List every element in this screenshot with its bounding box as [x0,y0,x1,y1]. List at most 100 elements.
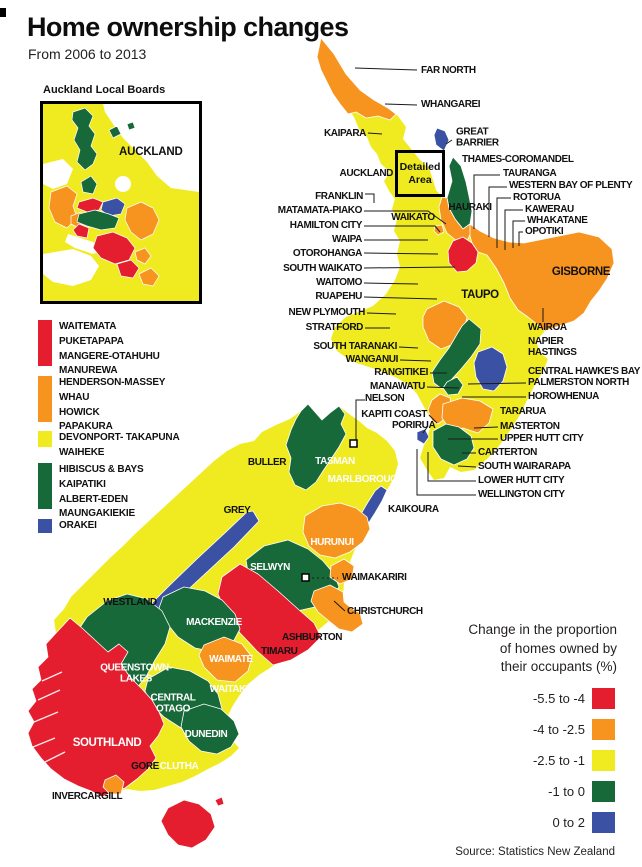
board-item-label: MAUNGAKIEKIE [59,508,135,520]
map-region-label: MANAWATU [370,380,425,392]
map-region-label: STRATFORD [305,321,364,333]
leader-lines [312,67,544,612]
inset-title: Auckland Local Boards [43,84,166,96]
map-region-label: QUEENSTOWN- LAKES [100,662,172,684]
change-legend-label: 0 to 2 [552,815,585,830]
board-items: WAITEMATA PUKETAPAPA MANGERE-OTAHUHU MANURE… [59,320,160,379]
map-region-label: CLUTHA [159,760,199,772]
map-region-label: RANGITIKEI [374,366,428,378]
map-region-label: RUAPEHU [315,290,362,302]
map-region-label: AUCKLAND [339,167,394,179]
map-region-label: KAPITI COAST [361,408,427,420]
map-region-label: HAMILTON CITY [289,219,363,231]
map-region-label: TAURANGA [503,167,557,179]
change-legend-swatch [592,750,615,771]
map-region-label: THAMES-COROMANDEL [462,153,574,165]
change-legend-title: Change in the proportion of homes owned … [468,622,617,674]
map-region-label: NELSON [365,392,405,404]
board-item-label: PUKETAPAPA [59,335,124,347]
board-item-label: ALBERT-EDEN [59,493,128,505]
page-title: Home ownership changes [27,12,349,42]
board-items: HIBISCUS & BAYS KAIPATIKI ALBERT-EDEN MAUNG… [59,463,144,522]
board-color-swatch [38,376,52,422]
change-legend-label: -2.5 to -1 [532,753,585,768]
detailed-area-box: Detailed Area [395,150,445,197]
waimakariri-city-marker [301,573,310,582]
change-legend-label: -5.5 to -4 [532,691,585,706]
map-region-label: MATAMATA-PIAKO [277,204,363,216]
board-item-label: HOWICK [59,406,100,418]
map-region-label: HURUNUI [310,536,354,548]
map-region-label: HOROWHENUA [528,390,599,402]
map-region-label: GREAT BARRIER [456,126,499,148]
map-region-label: TIMARU [261,645,298,657]
change-legend-row: 0 to 2 [552,812,615,833]
page-subtitle: From 2006 to 2013 [28,46,147,62]
auckland-inset-map [43,104,199,301]
map-region-label: WESTERN BAY OF PLENTY [509,179,633,191]
change-legend-swatch [592,719,615,740]
board-items: DEVONPORT- TAKAPUNA WAIHEKE [59,431,180,461]
map-region-label: TASMAN [315,455,355,467]
map-region-label: TARARUA [500,405,546,417]
board-color-swatch [38,320,52,366]
map-region-label: PORIRUA [392,419,436,431]
map-region-label: INVERCARGILL [52,790,123,802]
map-region-label: MARLBOROUGH [327,473,405,485]
corner-mark [0,8,6,17]
map-region-label: SOUTH TARANAKI [313,340,397,352]
map-region-label: NAPIER [528,335,564,347]
inset-auckland-label: AUCKLAND [119,146,183,158]
board-group: ORAKEI [38,519,97,534]
board-item-label: DEVONPORT- TAKAPUNA [59,432,180,443]
map-region-label: DUNEDIN [184,728,228,740]
map-region-label: MASTERTON [500,420,560,432]
map-region-label: WAIMATE [209,653,253,665]
map-region-label: CENTRAL HAWKE'S BAY [528,365,641,377]
map-region-label: SOUTH WAIKATO [283,262,362,274]
map-region-label: WAITOMO [316,276,362,288]
board-item-label: ORAKEI [59,520,97,531]
map-region-label: UPPER HUTT CITY [500,432,584,444]
map-region-label: WAIMAKARIRI [342,571,407,583]
board-item-label: PAPAKURA [59,421,113,433]
map-region-label: WHAKATANE [527,214,588,226]
map-region-label: GORE [131,760,159,772]
board-item-label: WHAU [59,391,90,403]
board-item-label: WAIHEKE [59,446,105,458]
map-region-label: CENTRAL OTAGO [150,692,196,714]
region-overlays [27,37,615,849]
change-legend-label: -4 to -2.5 [532,722,585,737]
map-region-label: GREY [223,504,251,516]
map-region-label: HASTINGS [528,346,577,358]
change-legend-row: -4 to -2.5 [533,719,615,740]
map-region-label: OPOTIKI [525,225,564,237]
map-region-label: FRANKLIN [315,190,363,202]
map-region-label: FAR NORTH [421,64,476,76]
change-legend-row: -5.5 to -4 [533,688,615,709]
change-legend-swatch [592,688,615,709]
change-legend-row: -2.5 to -1 [533,750,615,771]
map-region-label: KAIPARA [323,127,366,139]
map-region-label: OTOROHANGA [292,247,363,259]
map-region-label: TAUPO [461,288,499,301]
auckland-inset-box: AUCKLAND [40,101,202,304]
map-region-label: BULLER [247,456,287,468]
map-region-label: NEW PLYMOUTH [288,306,366,318]
map-region-label: WAIKATO [391,211,435,223]
board-item-label: HENDERSON-MASSEY [59,377,166,388]
source-credit: Source: Statistics New Zealand [455,846,615,858]
board-items: ORAKEI [59,519,97,534]
map-region-label: SELWYN [250,561,290,573]
board-item-label: HIBISCUS & BAYS [59,464,144,475]
map-region-label: WAIPA [331,233,362,245]
map-region-label: WELLINGTON CITY [478,488,565,500]
map-region-label: GISBORNE [551,265,611,278]
change-legend-swatch [592,812,615,833]
board-color-swatch [38,431,52,447]
board-color-swatch [38,463,52,509]
map-region-label: KAIKOURA [388,503,439,515]
map-region-label: MACKENZIE [186,616,242,628]
